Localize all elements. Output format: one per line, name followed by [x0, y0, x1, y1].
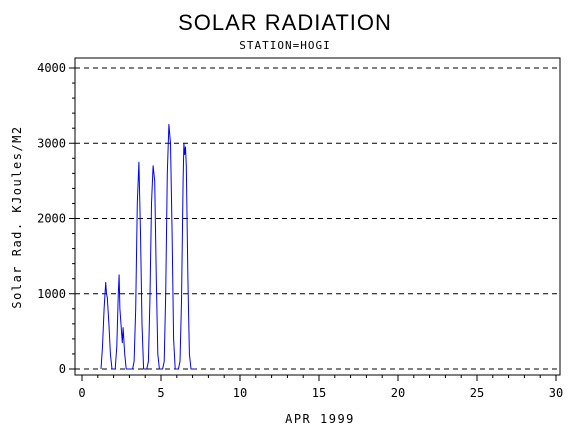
- plot-frame: [74, 57, 561, 376]
- y-tick-label: 0: [59, 362, 66, 376]
- y-tick-label: 3000: [37, 136, 66, 150]
- x-tick-label: 5: [157, 386, 164, 400]
- y-tick-label: 4000: [37, 61, 66, 75]
- chart-subtitle: STATION=HOGI: [239, 39, 330, 52]
- x-tick-label: 0: [78, 386, 85, 400]
- series-layer: [100, 123, 196, 370]
- x-axis-label: APR 1999: [285, 412, 355, 426]
- x-axis: 0 5 10 15 20 25 30: [78, 375, 563, 400]
- x-tick-label: 10: [233, 386, 247, 400]
- chart-title: SOLAR RADIATION: [178, 10, 392, 35]
- series-line: [100, 123, 196, 370]
- grid-lines: [75, 67, 560, 370]
- x-tick-label: 15: [312, 386, 326, 400]
- x-tick-label: 25: [470, 386, 484, 400]
- y-tick-label: 1000: [37, 287, 66, 301]
- y-axis-label: Solar Rad. KJoules/M2: [10, 125, 24, 308]
- y-tick-label: 2000: [37, 212, 66, 226]
- x-tick-label: 20: [391, 386, 405, 400]
- x-tick-label: 30: [549, 386, 563, 400]
- y-axis: 0 1000 2000 3000 4000: [37, 61, 75, 376]
